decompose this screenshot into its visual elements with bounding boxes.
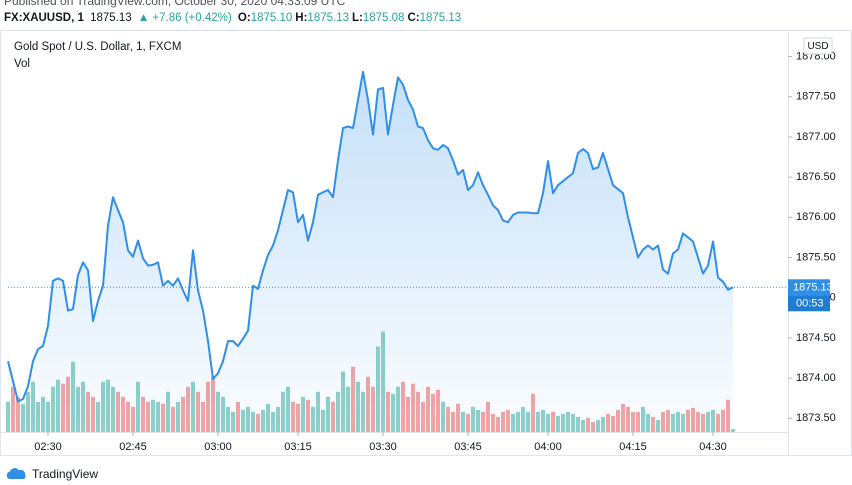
x-tick-label: 04:00 [534,441,562,453]
quote-label: H: [295,12,308,24]
change: ▲ +7.86 (+0.42%) [137,12,232,24]
price-line [7,70,734,403]
countdown-badge [788,295,830,312]
symbol: FX:XAUUSD, 1 [4,12,84,24]
quote-label: O: [237,12,251,24]
x-tick-label: 03:15 [284,441,312,453]
currency-badge[interactable] [803,37,833,55]
quote-value: 1875.08 [362,12,405,24]
x-tick-label: 02:45 [119,441,147,453]
last-price: 1875.13 [90,12,132,24]
quote-value: 1875.10 [250,12,293,24]
x-tick-label: 04:15 [619,441,647,453]
published-note: Published on TradingView.com, October 30… [4,0,346,8]
quote-label: L: [352,12,363,24]
quote-line: FX:XAUUSD, 1 1875.13 ▲ +7.86 (+0.42%) O:… [4,12,464,24]
y-tick-label: 1875.50 [796,251,836,263]
legend-volume: Vol [14,58,30,70]
y-tick-label: 1876.50 [796,171,836,183]
x-tick-label: 03:00 [204,441,232,453]
chart: 1873.501874.001874.501875.001875.501876.… [0,30,852,456]
y-tick-label: 1877.00 [796,131,836,143]
y-tick-label: 1873.50 [796,412,836,424]
y-tick-label: 1874.00 [796,372,836,384]
quote-label: C: [407,12,420,24]
currency-label: USD [807,41,828,52]
quote-value: 1875.13 [419,12,462,24]
x-tick-label: 04:30 [699,441,727,453]
y-tick-label: 1874.50 [796,332,836,344]
brand-logo [6,468,26,479]
x-tick-label: 02:30 [34,441,62,453]
quote-value: 1875.13 [307,12,349,24]
countdown-label: 00:53 [796,298,824,310]
last-price-badge [788,279,830,296]
last-price-label: 1875.13 [793,282,833,294]
x-tick-label: 03:30 [369,441,397,453]
y-tick-label: 1877.50 [796,91,836,103]
y-tick-label: 1876.00 [796,211,836,223]
legend-main: Gold Spot / U.S. Dollar, 1, FXCM [14,41,181,53]
x-tick-label: 03:45 [454,441,482,453]
footer: TradingView [6,467,98,481]
price-area [8,71,733,433]
brand-name: TradingView [32,467,99,481]
